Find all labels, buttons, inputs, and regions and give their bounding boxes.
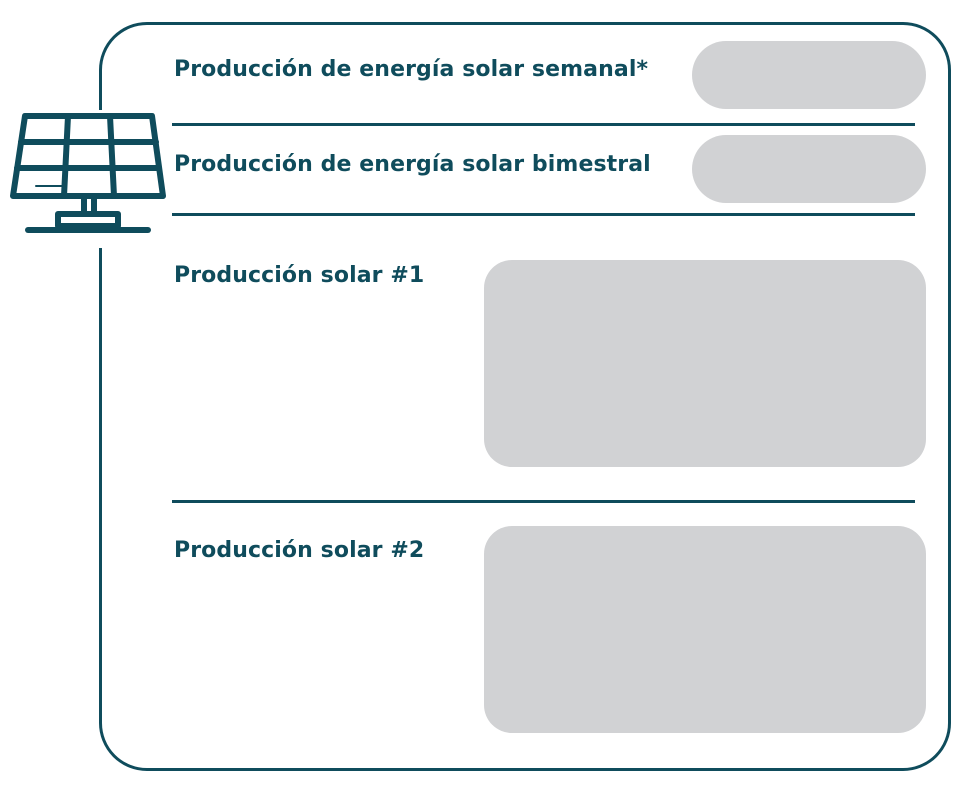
form-card [99,22,951,771]
divider [172,500,915,503]
divider [172,123,915,126]
solar-production-1-field[interactable] [484,260,926,467]
solar-panel-icon [8,110,170,248]
divider [172,213,915,216]
solar-production-2-label: Producción solar #2 [174,538,425,563]
bimonthly-production-label: Producción de energía solar bimestral [174,152,651,177]
bimonthly-production-field[interactable] [692,135,926,203]
solar-production-1-label: Producción solar #1 [174,263,425,288]
solar-production-2-field[interactable] [484,526,926,733]
weekly-production-label: Producción de energía solar semanal* [174,57,649,82]
weekly-production-field[interactable] [692,41,926,109]
